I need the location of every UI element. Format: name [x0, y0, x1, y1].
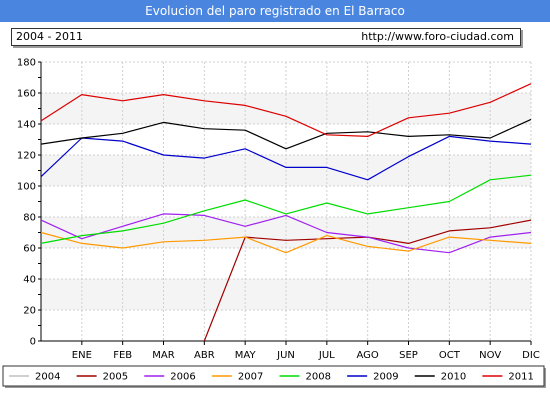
series-line-2009 [40, 135, 532, 181]
legend-label-2008: 2008 [306, 372, 331, 383]
legend-box [2, 365, 545, 387]
source-url: http://www.foro-ciudad.com [361, 30, 514, 43]
legend-label-2009: 2009 [373, 372, 398, 383]
info-bar: 2004 - 2011 http://www.foro-ciudad.com [11, 28, 521, 46]
x-tick-label: MAY [235, 350, 257, 361]
x-tick-label: DIC [522, 350, 540, 361]
legend: 2004 2005 2006 2007 2008 2009 2010 2011 [2, 365, 546, 388]
legend-label-2004: 2004 [35, 372, 60, 383]
x-tick-label: SEP [399, 350, 418, 361]
period-label: 2004 - 2011 [16, 30, 83, 43]
y-tick-label: 160 [17, 89, 36, 100]
x-tick-label: ENE [72, 350, 92, 361]
x-tick-label: NOV [479, 350, 501, 361]
series-line-2010 [40, 118, 532, 150]
legend-label-2005: 2005 [103, 372, 128, 383]
y-tick-label: 20 [23, 306, 36, 317]
y-tick-label: 60 [23, 244, 36, 255]
x-tick-label: MAR [152, 350, 174, 361]
y-tick-label: 140 [17, 120, 36, 131]
y-tick-label: 0 [30, 337, 36, 348]
legend-label-2011: 2011 [508, 372, 533, 383]
y-tick-label: 80 [23, 213, 36, 224]
x-tick-label: AGO [357, 350, 379, 361]
series-lines [40, 83, 532, 342]
y-tick-label: 120 [17, 151, 36, 162]
chart-title: Evolucion del paro registrado en El Barr… [0, 0, 550, 22]
x-tick-label: JUL [318, 350, 335, 361]
x-tick-label: JUN [276, 350, 295, 361]
y-tick-label: 180 [17, 58, 36, 69]
series-line-2011 [40, 83, 532, 137]
x-tick-label: ABR [194, 350, 215, 361]
x-tick-label: FEB [113, 350, 132, 361]
series-line-2006 [40, 213, 532, 254]
legend-label-2007: 2007 [238, 372, 263, 383]
series-line-2007 [40, 231, 532, 254]
axes: 0 20 40 60 80 100 120 140 160 180 ENE FEB MAR ABR MAY J… [17, 58, 540, 362]
x-tick-label: OCT [439, 350, 461, 361]
y-tick-label: 40 [23, 275, 36, 286]
legend-label-2006: 2006 [170, 372, 195, 383]
series-line-2008 [40, 174, 532, 244]
grid-lines [41, 61, 532, 342]
y-tick-label: 100 [17, 182, 36, 193]
legend-label-2010: 2010 [441, 372, 466, 383]
